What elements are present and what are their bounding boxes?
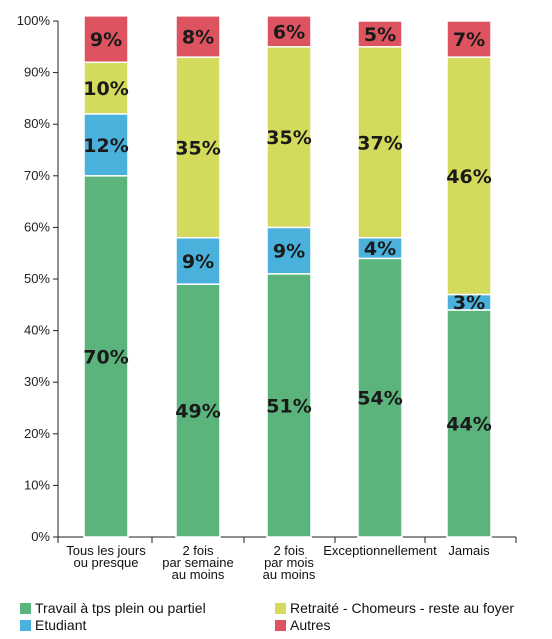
data-label: 9% — [273, 241, 305, 263]
data-label: 9% — [90, 29, 122, 51]
legend-swatch-etudiant — [20, 619, 31, 631]
bar-segment — [266, 46, 312, 229]
y-tick-label: 40% — [24, 323, 50, 338]
data-label: 70% — [83, 346, 128, 368]
legend-label-etudiant: Etudiant — [35, 617, 87, 633]
category-label: 2 fois par semaine au moins — [162, 543, 234, 582]
legend-item-travail: Travail à tps plein ou partiel — [20, 600, 206, 616]
category-label: 2 fois par mois au moins — [263, 543, 316, 582]
legend-swatch-autres — [275, 619, 286, 631]
legend-swatch-travail — [20, 602, 31, 614]
category-label: Jamais — [448, 543, 490, 558]
bar-segment — [357, 46, 403, 239]
y-tick-label: 60% — [24, 219, 50, 234]
bar-segment — [83, 113, 129, 177]
data-label: 4% — [364, 238, 396, 260]
bar-segment — [446, 309, 492, 538]
legend-item-etudiant: Etudiant — [20, 617, 86, 633]
y-tick-label: 20% — [24, 426, 50, 441]
category-label: Exceptionnellement — [323, 543, 437, 558]
data-label: 44% — [446, 413, 491, 435]
category-label: Tous les jours ou presque — [66, 543, 146, 570]
legend-item-retraite: Retraité - Chomeurs - reste au foyer — [275, 600, 514, 616]
legend-label-retraite: Retraité - Chomeurs - reste au foyer — [290, 600, 515, 616]
data-label: 54% — [357, 388, 402, 410]
legend-swatch-retraite — [275, 602, 286, 614]
bar-segment — [175, 56, 221, 239]
bar-segment — [266, 15, 312, 48]
legend-label-travail: Travail à tps plein ou partiel — [35, 600, 206, 616]
data-label: 8% — [182, 26, 214, 48]
bar-segment — [83, 15, 129, 64]
y-tick-label: 50% — [24, 271, 50, 286]
bar-segment — [175, 283, 221, 538]
bar-segment — [446, 20, 492, 58]
data-label: 3% — [453, 292, 485, 314]
bar-segment — [266, 226, 312, 275]
legend-label-autres: Autres — [290, 617, 331, 633]
bar-segment — [83, 61, 129, 115]
y-tick-label: 90% — [24, 65, 50, 80]
y-tick-label: 30% — [24, 374, 50, 389]
stacked-bar-chart: 0% 10% 20% 30% 40% 50% 60% 70% 80% 90% 100% 70% 12% 1… — [17, 13, 517, 582]
y-tick-label: 100% — [17, 13, 51, 28]
y-tick-label: 80% — [24, 116, 50, 131]
legend: Travail à tps plein ou partiel Retraité … — [0, 600, 552, 639]
data-label: 7% — [453, 29, 485, 51]
data-label: 6% — [273, 21, 305, 43]
data-label: 35% — [266, 127, 311, 149]
y-tick-label: 70% — [24, 168, 50, 183]
data-label: 46% — [446, 166, 491, 188]
bar-segment — [357, 20, 403, 48]
y-tick-label: 0% — [31, 529, 50, 544]
bar-segment — [357, 257, 403, 538]
data-label: 35% — [175, 137, 220, 159]
data-label: 37% — [357, 132, 402, 154]
data-label: 10% — [83, 78, 128, 100]
data-label: 12% — [83, 135, 128, 157]
data-label: 51% — [266, 395, 311, 417]
data-label: 9% — [182, 251, 214, 273]
data-label: 49% — [175, 401, 220, 423]
y-tick-label: 10% — [24, 477, 50, 492]
legend-item-autres: Autres — [275, 617, 330, 633]
bar-segment — [175, 15, 221, 58]
data-label: 5% — [364, 24, 396, 46]
